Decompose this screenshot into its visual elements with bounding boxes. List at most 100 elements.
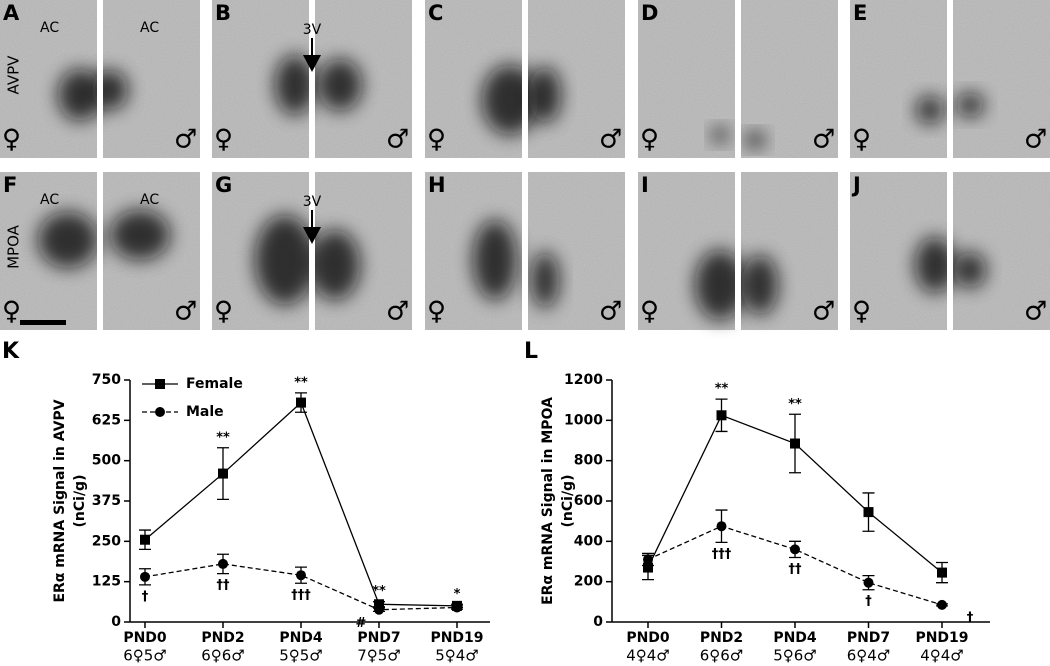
image-panel: A AC AC ♀ ♂ — [0, 0, 200, 158]
stain — [310, 230, 360, 300]
x-tick-label: PND19 — [430, 630, 483, 646]
stain — [954, 252, 986, 288]
panel-label: A — [3, 1, 20, 25]
stain — [742, 255, 778, 315]
panel-divider — [97, 172, 103, 330]
y-tick-label: 800 — [574, 453, 603, 469]
x-tick-label: PND2 — [201, 630, 244, 646]
image-panel: F AC AC ♀ ♂ — [0, 172, 200, 330]
sample-size: 7♀5♂ — [357, 647, 401, 665]
marker — [863, 507, 874, 518]
marker — [452, 602, 462, 613]
series-line — [647, 525, 943, 606]
x-tick-label: PND0 — [123, 630, 167, 646]
sample-size: 5♀6♂ — [773, 647, 817, 665]
x-tick-label: PND7 — [357, 630, 400, 646]
significance-mark: †† — [789, 562, 803, 577]
sex-symbol: ♀ — [2, 125, 21, 155]
x-tick-label: PND7 — [847, 630, 890, 646]
sex-symbol: ♀ — [852, 125, 871, 155]
sex-symbol: ♂ — [812, 125, 835, 155]
marker — [374, 604, 384, 615]
x-tick-label: PND4 — [279, 630, 323, 646]
stain — [956, 93, 984, 117]
sex-symbol: ♂ — [599, 125, 622, 155]
sex-symbol: ♂ — [812, 297, 835, 327]
sample-size: 6♀4♂ — [847, 647, 891, 665]
panel-label: E — [853, 1, 867, 25]
sex-symbol: ♂ — [386, 125, 409, 155]
stain — [915, 237, 955, 293]
significance-mark: † — [865, 594, 872, 609]
stain — [712, 127, 728, 143]
region-label: AC — [40, 192, 59, 208]
panel-label: H — [428, 173, 446, 197]
sex-symbol: ♂ — [599, 297, 622, 327]
y-tick-label: 500 — [92, 453, 121, 469]
sample-size: 6♀5♂ — [123, 647, 167, 665]
marker — [863, 577, 874, 588]
region-label: AC — [40, 20, 59, 36]
panel-label: J — [851, 173, 861, 197]
stain — [58, 69, 102, 121]
significance-mark: † — [142, 589, 149, 604]
panel-divider — [522, 172, 528, 330]
marker — [716, 410, 727, 421]
sex-symbol: ♀ — [640, 125, 659, 155]
panel-label: B — [215, 1, 231, 25]
sex-symbol: ♂ — [174, 125, 197, 155]
sex-symbol: ♂ — [386, 297, 409, 327]
significance-mark: ** — [715, 382, 729, 397]
panel-label: D — [641, 1, 658, 25]
panel-label: L — [524, 339, 538, 364]
y-axis-title: ERα mRNA Signal in MPOA — [540, 397, 556, 605]
marker — [140, 571, 150, 582]
y-axis-title: (nCi/g) — [560, 475, 576, 528]
stain — [695, 250, 745, 320]
sex-symbol: ♀ — [427, 297, 446, 327]
arrow-head — [303, 227, 321, 244]
x-tick-label: PND19 — [915, 630, 968, 646]
image-panel: E ♀ ♂ — [850, 0, 1050, 158]
image-panel: D ♀ ♂ — [638, 0, 838, 158]
marker — [218, 558, 228, 569]
image-panel: G 3V ♀ ♂ — [212, 172, 412, 330]
y-tick-label: 600 — [574, 493, 603, 509]
significance-mark: * — [454, 587, 461, 602]
image-panel: I ♀ ♂ — [638, 172, 838, 330]
series-line — [144, 563, 458, 611]
marker — [937, 567, 947, 578]
y-tick-label: 1000 — [564, 412, 603, 428]
sample-size: 6♀6♂ — [201, 647, 245, 665]
y-tick-label: 1200 — [564, 372, 603, 388]
stain — [318, 59, 362, 111]
legend-label: Male — [186, 404, 224, 420]
y-tick-label: 125 — [92, 574, 121, 590]
sex-symbol: ♀ — [214, 297, 233, 327]
panel-label: G — [215, 173, 232, 197]
sample-size: 5♀4♂ — [435, 647, 479, 665]
image-panel: H ♀ ♂ — [425, 172, 625, 330]
y-tick-label: 400 — [574, 533, 603, 549]
sample-size: 6♀6♂ — [700, 647, 744, 665]
marker — [296, 397, 306, 408]
panel-label: F — [3, 173, 17, 197]
marker — [937, 599, 947, 610]
sex-symbol: ♀ — [852, 297, 871, 327]
panel-divider — [947, 172, 953, 330]
panel-divider — [947, 0, 953, 158]
x-tick-label: PND2 — [700, 630, 743, 646]
sample-size: 4♀4♂ — [626, 647, 670, 665]
panel-divider — [522, 0, 528, 158]
panel-divider — [735, 0, 741, 158]
sex-symbol: ♀ — [214, 125, 233, 155]
panel-label: C — [428, 1, 443, 25]
marker — [140, 534, 150, 545]
stain — [473, 220, 517, 300]
marker — [374, 599, 384, 610]
panel-divider — [309, 0, 315, 158]
sex-symbol: ♀ — [427, 125, 446, 155]
legend-label: Female — [186, 376, 243, 392]
y-tick-label: 0 — [111, 614, 121, 630]
region-label: AC — [140, 20, 159, 36]
